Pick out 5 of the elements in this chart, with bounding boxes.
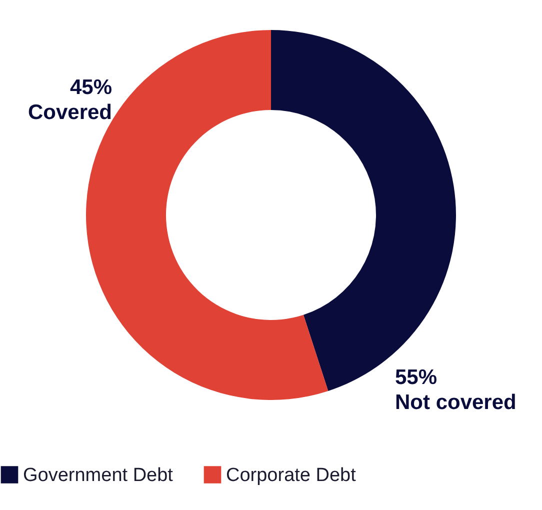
legend-label: Government Debt: [23, 464, 174, 486]
donut-slice: [271, 30, 456, 391]
legend-label: Corporate Debt: [226, 464, 357, 486]
text: 55% Not covered: [395, 366, 516, 414]
text: 45% Covered: [28, 76, 112, 124]
